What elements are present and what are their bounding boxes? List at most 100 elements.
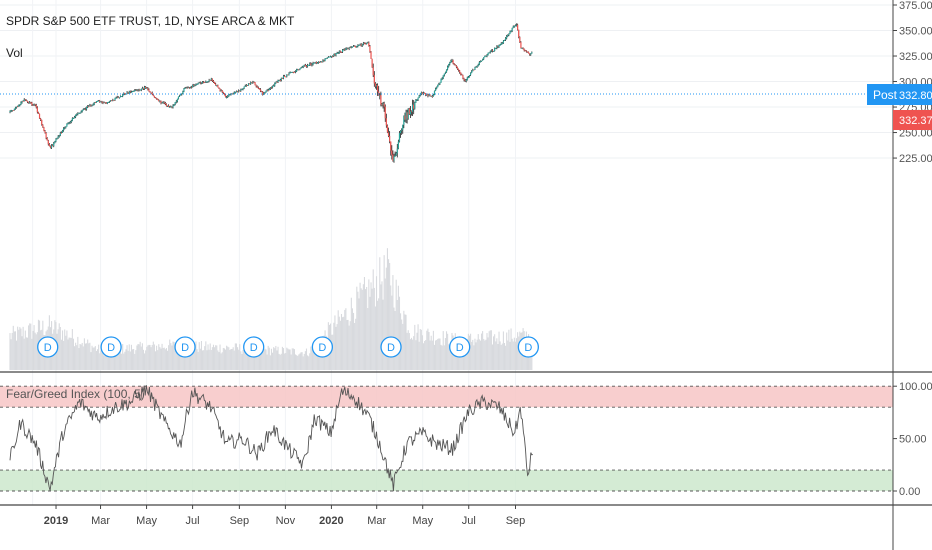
candle-body (415, 99, 417, 103)
candle-body (479, 61, 482, 63)
candle-body (359, 44, 361, 45)
candle-body (59, 132, 61, 136)
candle-body (412, 104, 414, 112)
candle-body (80, 111, 82, 113)
candle-body (192, 85, 194, 88)
candle-body (276, 81, 278, 83)
candle-body (243, 86, 245, 89)
candle-body (183, 88, 185, 92)
candle-body (402, 124, 404, 130)
dividend-marker-circle[interactable] (311, 336, 334, 358)
candle-body (130, 91, 133, 93)
candle-body (489, 51, 491, 53)
candle-body (414, 102, 416, 109)
candle-body (497, 46, 499, 48)
candle-body (496, 46, 498, 49)
candle-body (106, 102, 108, 104)
candle-body (437, 84, 439, 88)
candle-body (197, 83, 199, 85)
candle-body (83, 108, 85, 110)
candle-body (19, 104, 21, 106)
candle-body (506, 36, 508, 39)
candle-body (466, 77, 468, 81)
candle-body (319, 61, 321, 63)
candle-body (451, 59, 453, 61)
candle-body (296, 69, 298, 72)
candle-body (273, 85, 275, 87)
dividend-marker-circle[interactable] (243, 336, 265, 358)
candle-body (126, 92, 128, 94)
candle-body (461, 74, 463, 76)
candle-body (201, 81, 204, 83)
candle-body (450, 60, 452, 63)
candle-body (471, 71, 473, 74)
time-tick-label: Mar (367, 515, 386, 527)
candle-body (522, 47, 524, 49)
candle-body (48, 144, 50, 147)
candle-body (71, 118, 73, 121)
candle-body (327, 57, 329, 58)
candle-body (442, 75, 444, 79)
candle-body (114, 97, 116, 101)
candle-body (194, 85, 196, 86)
candle-body (348, 47, 350, 49)
fear-greed-line (9, 385, 534, 492)
candle-body (141, 87, 143, 90)
candle-body (204, 82, 206, 84)
candle-body (293, 71, 296, 73)
candle-body (436, 87, 438, 89)
candle-body (336, 52, 338, 54)
candle-body (124, 93, 126, 95)
candle-body (286, 74, 288, 77)
candle-body (488, 52, 490, 54)
candle-body (380, 95, 382, 105)
dividend-marker-circle[interactable] (37, 336, 59, 358)
candle-body (441, 78, 443, 80)
candle-body (113, 99, 115, 101)
candle-body (68, 122, 70, 124)
candle-body (357, 45, 359, 47)
candle-body (247, 83, 250, 86)
candle-body (31, 102, 33, 105)
time-tick-label: May (412, 515, 433, 527)
candle-body (49, 146, 52, 148)
candle-body (294, 71, 297, 73)
candle-body (26, 101, 29, 103)
candle-body (434, 88, 437, 91)
candle-body (367, 42, 369, 44)
candle-body (246, 85, 249, 86)
candle-body (407, 108, 409, 119)
candle-body (99, 100, 101, 102)
candle-body (203, 81, 205, 83)
candle-body (53, 142, 55, 147)
candle-body (61, 130, 64, 133)
candle-body (196, 84, 198, 86)
candle-body (484, 56, 486, 58)
candle-body (160, 100, 162, 104)
candle-body (420, 92, 422, 95)
candle-body (17, 106, 19, 108)
dividend-marker-circle[interactable] (174, 336, 196, 358)
candle-body (228, 94, 230, 97)
candle-body (509, 31, 511, 34)
candle-body (391, 150, 393, 155)
price-tick-label: 375.00 (899, 0, 932, 12)
candle-body (46, 138, 48, 141)
candle-body (457, 68, 460, 71)
dividend-marker-label: D (524, 342, 532, 354)
candle-body (398, 133, 401, 142)
candle-body (177, 96, 180, 99)
candle-body (309, 63, 311, 65)
candle-body (386, 125, 389, 133)
candle-body (384, 106, 386, 119)
dividend-marker-circle[interactable] (449, 336, 471, 358)
candle-body (140, 89, 142, 90)
candle-body (245, 85, 247, 86)
dividend-marker-circle[interactable] (380, 336, 402, 358)
dividend-marker-circle[interactable] (100, 336, 122, 358)
candle-body (211, 78, 213, 81)
dividend-marker-circle[interactable] (517, 336, 539, 358)
candle-body (212, 80, 215, 83)
